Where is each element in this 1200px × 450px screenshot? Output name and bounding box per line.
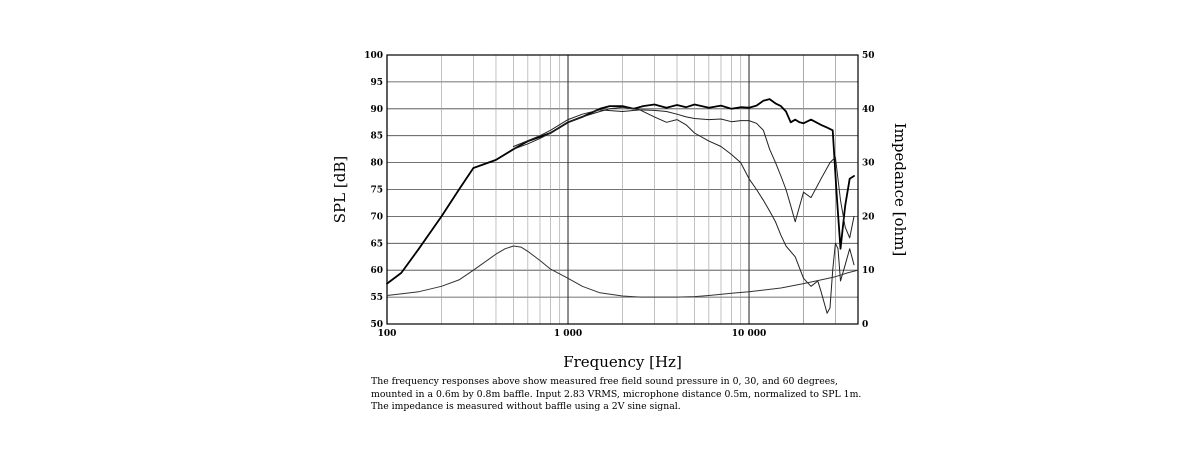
y2-tick-label: 10 xyxy=(862,266,875,276)
y2-tick-label: 20 xyxy=(862,212,875,222)
y-tick-label: 55 xyxy=(370,293,383,303)
x-tick-label: 10 000 xyxy=(732,329,766,339)
chart-grid xyxy=(386,54,859,325)
series-line-3 xyxy=(513,109,855,314)
plot-frame xyxy=(386,54,859,325)
y2-tick-label: 0 xyxy=(862,320,868,330)
y-axis-title: SPL [dB] xyxy=(331,156,349,223)
y-tick-label: 60 xyxy=(370,266,383,276)
y-tick-label: 75 xyxy=(370,186,383,196)
x-tick-label: 1 000 xyxy=(554,329,582,339)
chart-caption: The frequency responses above show measu… xyxy=(371,376,876,414)
y-tick-label: 90 xyxy=(370,105,383,115)
y-tick-label: 65 xyxy=(370,239,383,249)
y-tick-label: 70 xyxy=(370,212,383,222)
series-group xyxy=(386,98,859,314)
x-axis-title: Frequency [Hz] xyxy=(563,353,682,371)
y-tick-label: 95 xyxy=(370,78,383,88)
y-tick-label: 80 xyxy=(370,159,383,169)
y2-axis-title: Impedance [ohm] xyxy=(891,123,909,257)
y2-tick-label: 40 xyxy=(862,105,875,115)
y2-tick-label: 50 xyxy=(862,51,875,61)
y-tick-label: 85 xyxy=(370,132,383,142)
series-line-4 xyxy=(386,245,859,298)
y-tick-label: 100 xyxy=(364,51,383,61)
series-line-1 xyxy=(386,98,855,285)
y2-tick-label: 30 xyxy=(862,159,875,169)
y-tick-label: 50 xyxy=(370,320,383,330)
caption-text: The frequency responses above show measu… xyxy=(371,376,862,412)
series-line-2 xyxy=(513,106,855,239)
x-tick-label: 100 xyxy=(378,329,397,339)
